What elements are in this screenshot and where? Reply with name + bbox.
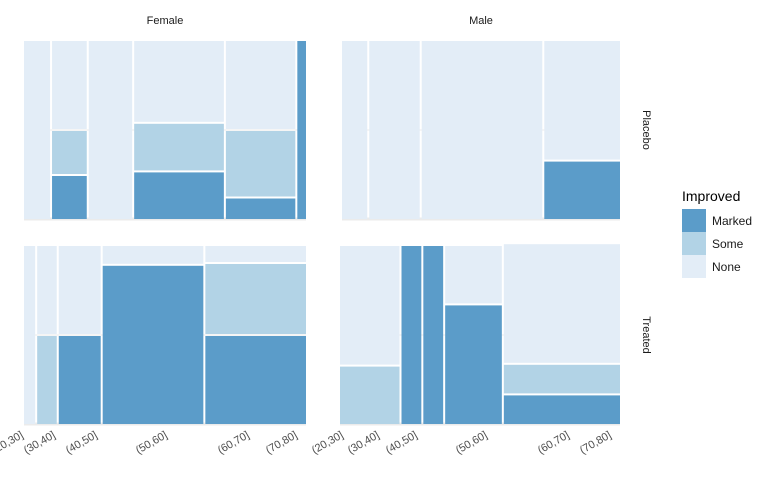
tile-some-0-1 xyxy=(52,131,87,174)
tile-some-3-0 xyxy=(340,366,400,424)
x-tick-female-0: (20,30] xyxy=(0,429,25,457)
tile-marked-0-4 xyxy=(225,198,296,219)
tile-none-0-2 xyxy=(88,41,133,219)
x-tick-male-0: (20,30] xyxy=(310,429,346,457)
x-tick-female-4: (60,70] xyxy=(216,429,252,457)
tile-none-0-3 xyxy=(134,41,224,122)
tile-none-2-1 xyxy=(37,246,57,334)
tile-some-2-1 xyxy=(37,336,57,424)
legend-title: Improved xyxy=(682,188,740,204)
tile-none-3-3 xyxy=(445,246,502,304)
legend-label-none: None xyxy=(712,260,741,274)
tile-marked-0-1 xyxy=(52,176,87,219)
legend: Improved Marked Some None xyxy=(682,188,752,278)
tile-marked-2-4 xyxy=(205,336,306,424)
strip-label-placebo: Placebo xyxy=(640,110,652,150)
x-tick-female-5: (70,80] xyxy=(264,429,300,457)
tile-some-3-4 xyxy=(503,364,620,394)
tile-some-0-4 xyxy=(225,131,296,197)
tile-marked-3-3 xyxy=(445,305,502,424)
tile-marked-0-3 xyxy=(134,172,224,219)
tile-marked-3-4 xyxy=(503,395,620,424)
x-tick-female-3: (50,60] xyxy=(134,429,170,457)
strip-label-male: Male xyxy=(469,15,493,27)
tile-marked-1-3 xyxy=(544,161,620,219)
tile-some-0-3 xyxy=(134,123,224,171)
tile-none-2-2 xyxy=(58,246,101,334)
tile-none-3-4 xyxy=(503,244,620,363)
x-tick-male-3: (50,60] xyxy=(454,429,490,457)
tile-none-0-1 xyxy=(52,41,87,129)
tile-none-3-0 xyxy=(340,246,400,365)
x-tick-male-4: (60,70] xyxy=(536,429,572,457)
x-tick-female-2: (40,50] xyxy=(64,429,100,457)
x-tick-female-1: (30,40] xyxy=(22,429,58,457)
legend-label-marked: Marked xyxy=(712,214,752,228)
x-tick-male-1: (30,40] xyxy=(346,429,382,457)
tile-marked-2-3 xyxy=(102,265,204,424)
tile-none-2-0 xyxy=(24,246,36,424)
x-tick-labels: (20,30](30,40] (40,50] (50,60] (60,70] (70,8… xyxy=(0,429,614,457)
tile-none-1-0 xyxy=(342,41,368,219)
tile-marked-3-2 xyxy=(423,246,444,424)
tile-none-1-3 xyxy=(544,41,620,160)
panel-male-treated xyxy=(340,244,620,426)
legend-key-some xyxy=(682,232,706,255)
legend-label-some: Some xyxy=(712,237,744,251)
tile-none-2-4 xyxy=(205,246,306,262)
tile-marked-2-2 xyxy=(58,336,101,424)
tile-none-1-2 xyxy=(421,41,543,219)
panel-female-treated xyxy=(24,246,306,426)
x-tick-male-5: (70,80] xyxy=(578,429,614,457)
x-tick-male-2: (40,50] xyxy=(384,429,420,457)
strip-label-treated: Treated xyxy=(640,316,652,354)
legend-key-marked xyxy=(682,209,706,232)
tile-none-0-4 xyxy=(225,41,296,129)
legend-key-none xyxy=(682,255,706,278)
tile-marked-3-1 xyxy=(401,246,422,424)
panel-male-placebo xyxy=(342,41,620,221)
panel-female-placebo xyxy=(24,41,306,221)
tile-none-1-1 xyxy=(369,41,420,219)
tile-none-0-0 xyxy=(24,41,51,219)
panels xyxy=(24,41,620,426)
tile-marked-0-5 xyxy=(297,41,306,219)
strip-label-female: Female xyxy=(147,15,184,27)
tile-none-2-3 xyxy=(102,246,204,264)
tile-some-2-4 xyxy=(205,264,306,334)
